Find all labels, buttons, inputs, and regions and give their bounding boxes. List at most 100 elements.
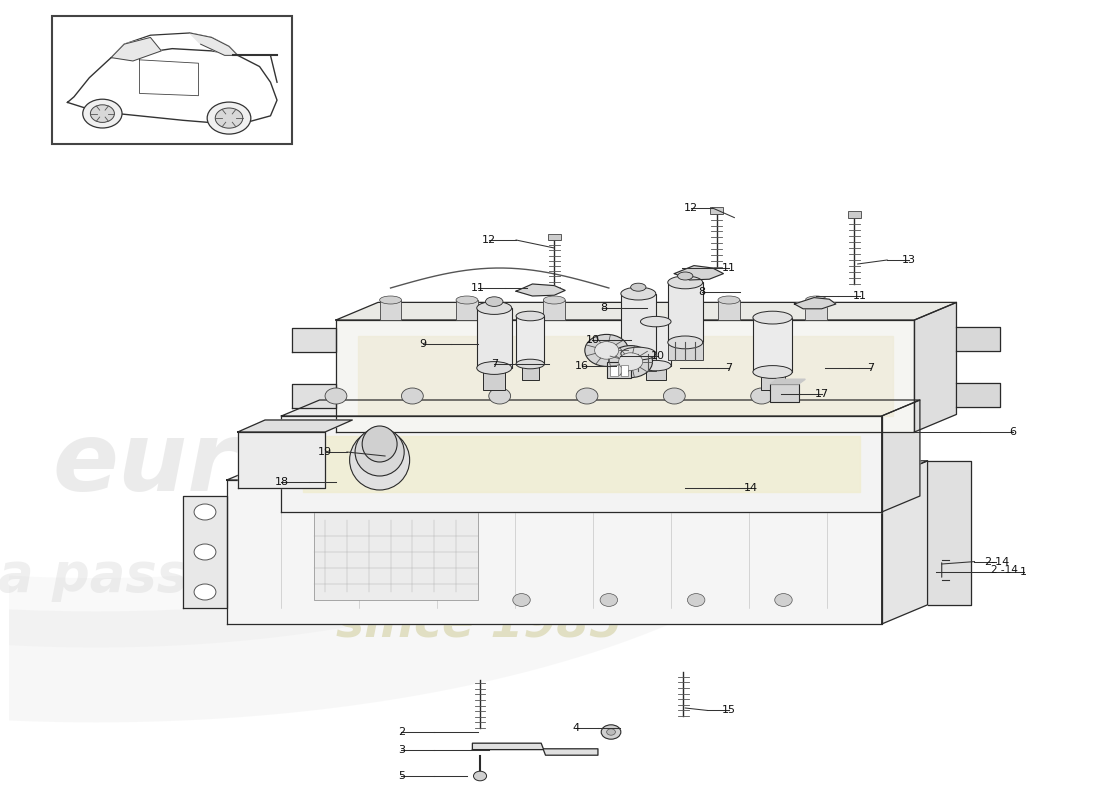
Bar: [543, 300, 565, 320]
Bar: [516, 316, 544, 364]
Bar: [668, 342, 703, 360]
Circle shape: [663, 388, 685, 404]
Ellipse shape: [640, 360, 671, 370]
Bar: [770, 384, 799, 402]
Circle shape: [207, 102, 251, 134]
Bar: [521, 364, 539, 380]
Polygon shape: [282, 416, 882, 512]
Polygon shape: [67, 49, 277, 125]
Polygon shape: [914, 302, 957, 432]
Text: 18: 18: [274, 477, 288, 486]
Polygon shape: [227, 480, 882, 624]
Text: 1: 1: [1020, 567, 1027, 577]
Bar: [607, 362, 630, 378]
Text: 6: 6: [1009, 427, 1016, 437]
Bar: [52, 16, 293, 144]
Text: 2: 2: [398, 727, 405, 737]
Ellipse shape: [752, 311, 792, 324]
Ellipse shape: [668, 276, 703, 289]
Polygon shape: [293, 384, 336, 408]
Polygon shape: [304, 436, 860, 492]
Circle shape: [576, 388, 598, 404]
Ellipse shape: [668, 336, 703, 349]
Polygon shape: [957, 327, 1000, 351]
Bar: [315, 512, 477, 600]
Ellipse shape: [456, 296, 477, 304]
Polygon shape: [770, 379, 805, 384]
Circle shape: [750, 388, 772, 404]
Ellipse shape: [620, 287, 656, 300]
Ellipse shape: [718, 296, 740, 304]
Ellipse shape: [350, 430, 409, 490]
Text: 11: 11: [852, 291, 867, 301]
Circle shape: [402, 388, 424, 404]
Bar: [620, 294, 656, 354]
Bar: [456, 300, 477, 320]
Text: 14: 14: [744, 483, 758, 493]
Ellipse shape: [516, 359, 544, 369]
Bar: [711, 207, 724, 214]
Bar: [548, 234, 561, 240]
Bar: [476, 308, 512, 368]
Bar: [483, 368, 505, 390]
Text: 16: 16: [574, 362, 589, 371]
Circle shape: [194, 504, 216, 520]
Polygon shape: [358, 336, 892, 416]
Polygon shape: [516, 284, 565, 296]
Circle shape: [595, 342, 618, 359]
Polygon shape: [927, 461, 971, 605]
Text: 9: 9: [420, 339, 427, 349]
Text: 19: 19: [318, 447, 332, 457]
Text: 3: 3: [398, 746, 405, 755]
Polygon shape: [882, 461, 927, 624]
Ellipse shape: [476, 302, 512, 314]
Polygon shape: [238, 420, 352, 432]
Text: 7: 7: [867, 363, 875, 373]
Polygon shape: [111, 38, 162, 61]
Ellipse shape: [379, 296, 401, 304]
Bar: [760, 372, 784, 390]
Text: 11: 11: [722, 263, 736, 273]
Ellipse shape: [752, 366, 792, 378]
Ellipse shape: [543, 296, 565, 304]
Text: eurosou: eurosou: [52, 418, 496, 510]
Text: 10: 10: [585, 335, 600, 345]
Polygon shape: [227, 461, 927, 480]
Polygon shape: [238, 432, 326, 488]
Circle shape: [602, 725, 620, 739]
Text: 17: 17: [815, 389, 828, 398]
Bar: [668, 282, 703, 342]
Text: 12: 12: [683, 203, 697, 213]
Circle shape: [585, 334, 628, 366]
Bar: [379, 300, 401, 320]
Text: 4: 4: [572, 723, 580, 733]
Text: 2 -14: 2 -14: [991, 565, 1018, 574]
Polygon shape: [882, 400, 920, 512]
Text: 5: 5: [398, 771, 405, 781]
Text: 15: 15: [722, 706, 736, 715]
Bar: [848, 211, 861, 218]
Circle shape: [608, 346, 652, 378]
Ellipse shape: [355, 428, 404, 476]
Text: 11: 11: [471, 283, 485, 293]
Circle shape: [90, 105, 114, 122]
Text: since 1985: since 1985: [336, 602, 622, 646]
Polygon shape: [674, 266, 724, 280]
Polygon shape: [184, 496, 227, 608]
Text: 10: 10: [651, 351, 666, 361]
Ellipse shape: [805, 296, 827, 304]
Circle shape: [488, 388, 510, 404]
Circle shape: [194, 584, 216, 600]
Bar: [718, 300, 740, 320]
Ellipse shape: [630, 296, 652, 304]
Bar: [609, 365, 617, 376]
Circle shape: [326, 388, 346, 404]
Ellipse shape: [630, 283, 646, 291]
Text: 13: 13: [902, 255, 916, 265]
Polygon shape: [957, 383, 1000, 407]
Text: 8: 8: [600, 303, 607, 313]
Polygon shape: [189, 33, 238, 55]
Circle shape: [82, 99, 122, 128]
Circle shape: [774, 594, 792, 606]
Ellipse shape: [640, 316, 671, 326]
